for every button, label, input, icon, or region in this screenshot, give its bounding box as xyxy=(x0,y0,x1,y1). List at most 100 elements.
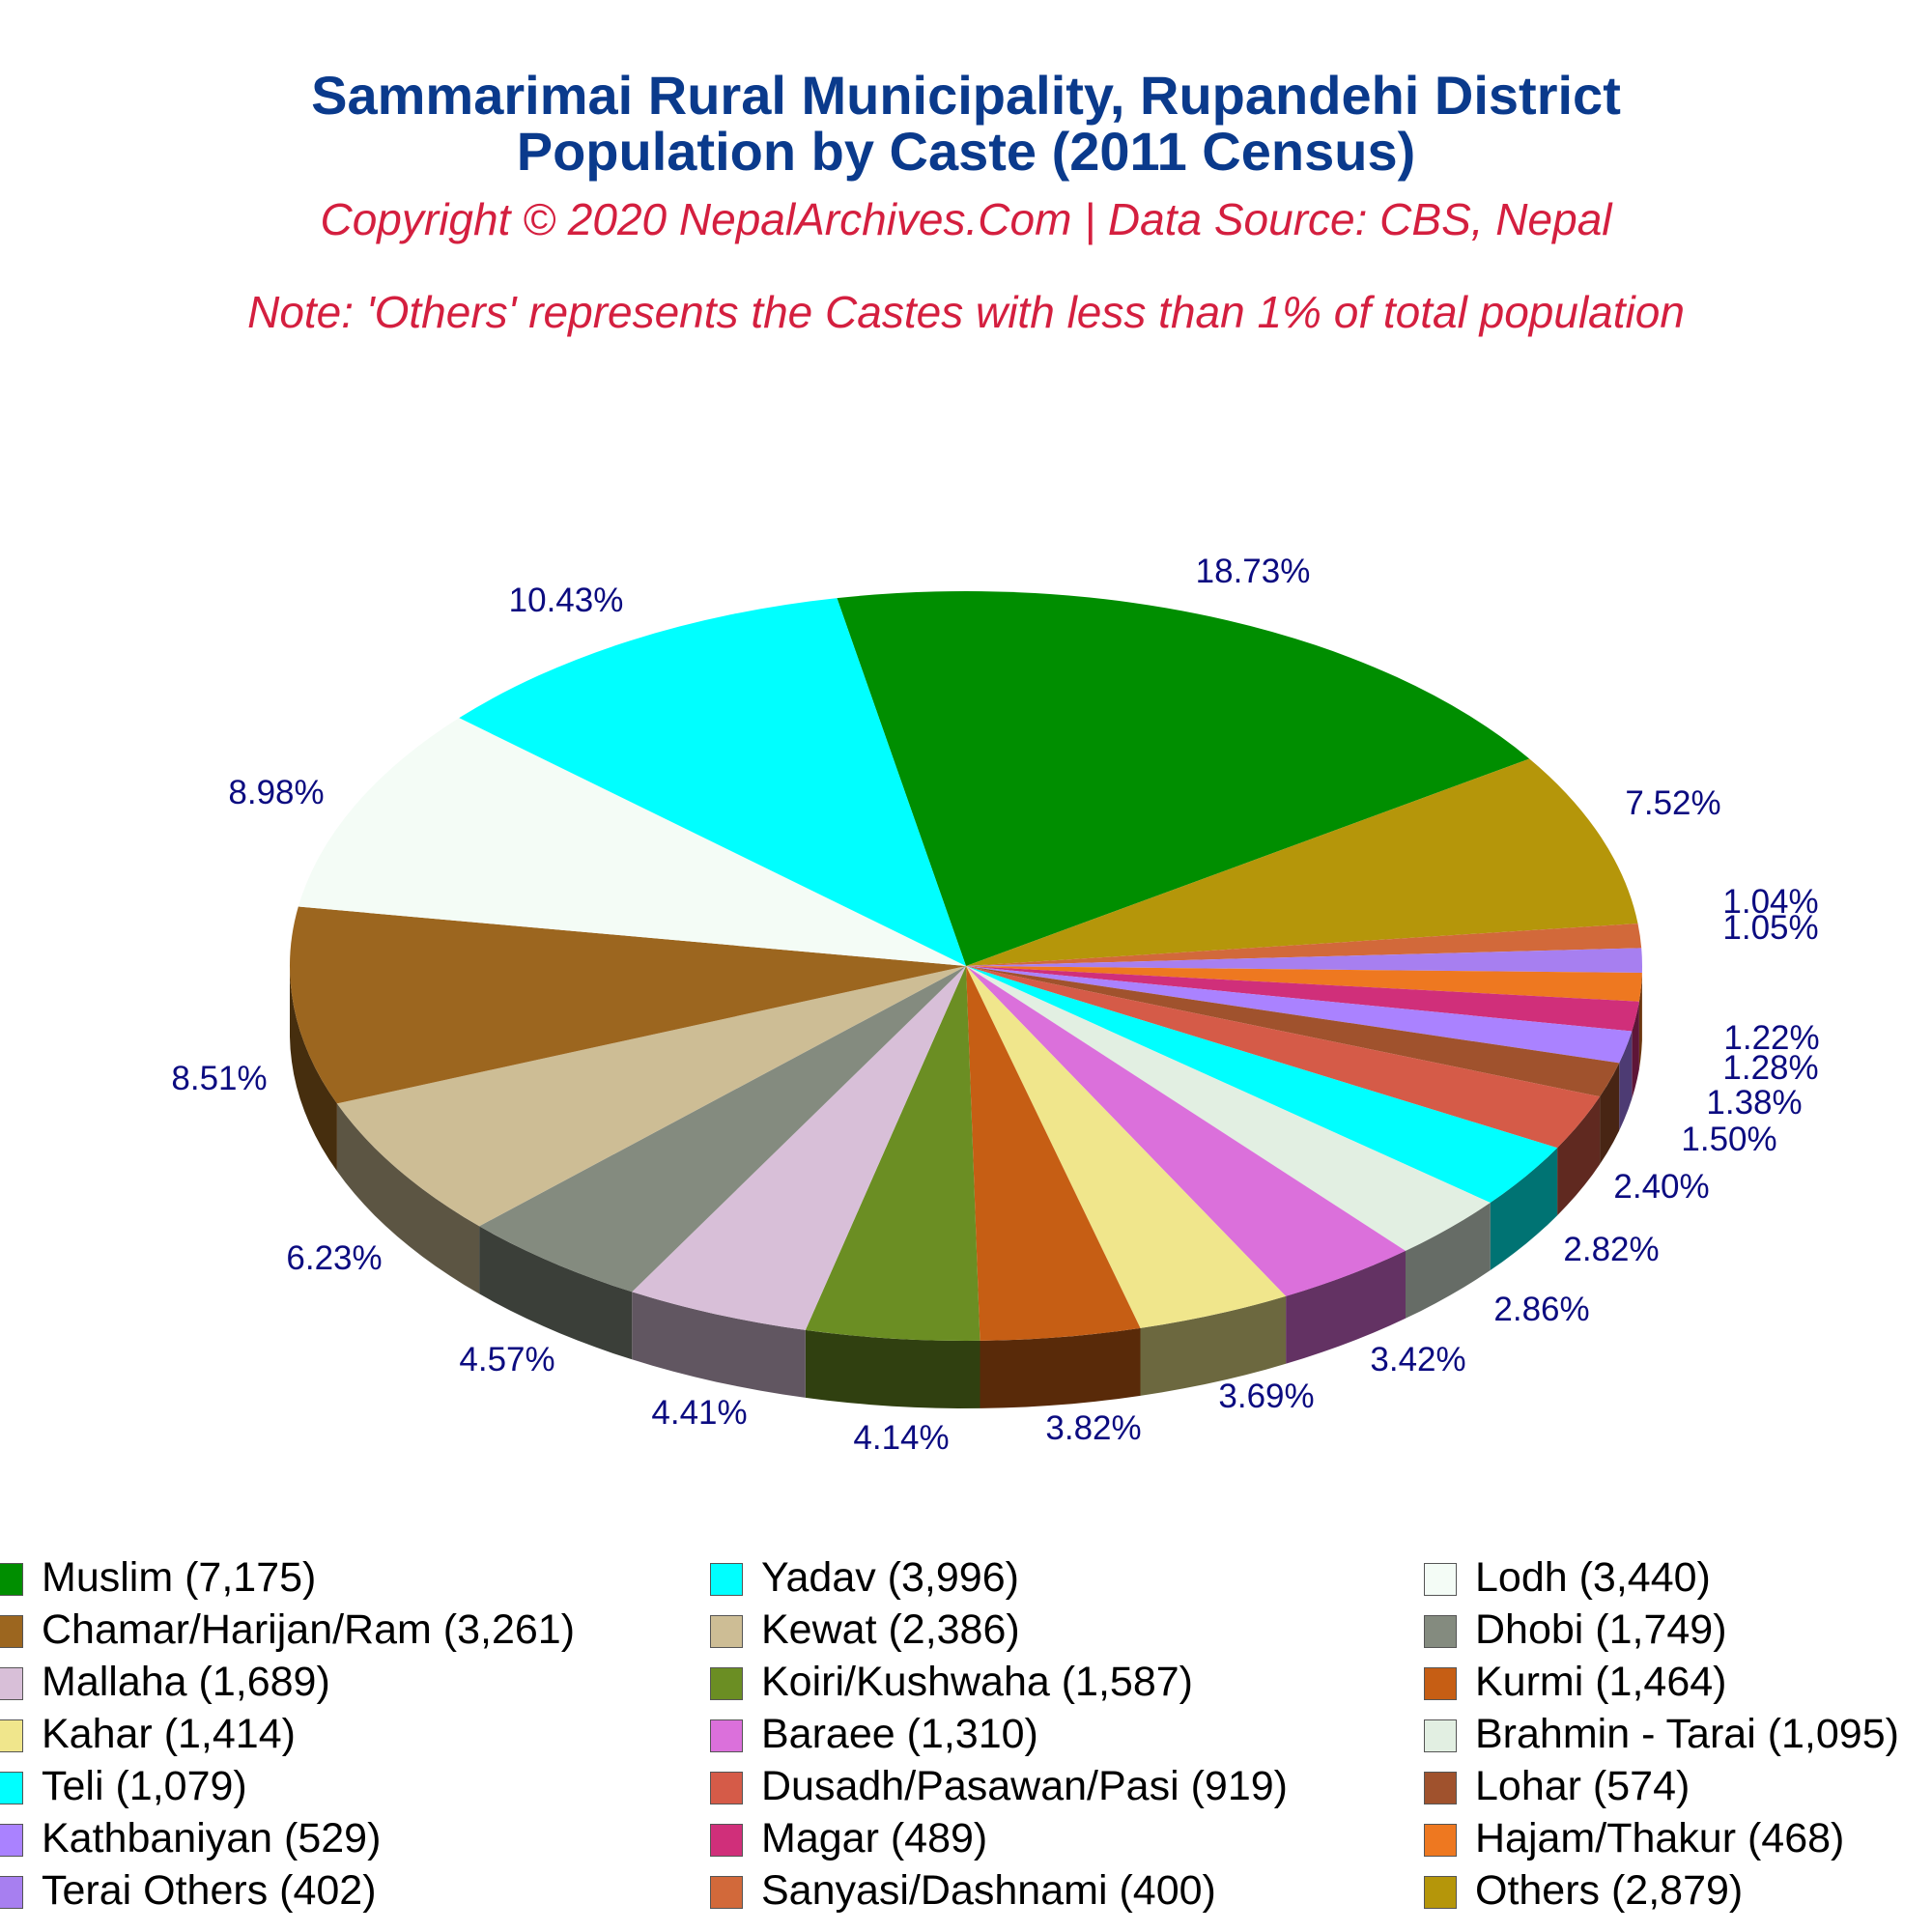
pie-side-18 xyxy=(290,969,337,1172)
legend-swatch xyxy=(0,1667,23,1700)
legend-swatch xyxy=(710,1563,743,1596)
pie-slice-3 xyxy=(966,948,1643,973)
legend-swatch xyxy=(710,1615,743,1648)
pie-slice-12 xyxy=(966,966,1287,1328)
legend-swatch xyxy=(1424,1563,1457,1596)
legend-label: Lohar (574) xyxy=(1475,1763,1690,1809)
pie-slice-20 xyxy=(459,598,966,966)
pie-slice-19 xyxy=(298,718,967,966)
pct-label-17: 6.23% xyxy=(286,1239,382,1277)
pct-label-6: 1.38% xyxy=(1706,1084,1802,1122)
pct-label-7: 1.50% xyxy=(1681,1121,1776,1158)
legend-swatch xyxy=(710,1772,743,1804)
legend-label: Kurmi (1,464) xyxy=(1475,1659,1727,1705)
pct-label-14: 4.14% xyxy=(853,1419,949,1457)
pct-label-5: 1.28% xyxy=(1722,1049,1818,1087)
legend-swatch xyxy=(0,1772,23,1804)
copyright-line: Copyright © 2020 NepalArchives.Com | Dat… xyxy=(320,194,1612,244)
pct-label-8: 2.40% xyxy=(1613,1168,1709,1206)
pct-label-10: 2.86% xyxy=(1493,1291,1589,1328)
legend-swatch xyxy=(1424,1667,1457,1700)
legend-swatch xyxy=(0,1563,23,1596)
legend-swatch xyxy=(0,1876,23,1909)
legend-label: Dhobi (1,749) xyxy=(1475,1606,1727,1653)
pie-chart: 18.73% 7.52% 1.04%1.05% 1.22%1.28%1.38%1.50… xyxy=(171,553,1819,1457)
pie-side-15 xyxy=(632,1292,806,1398)
legend-swatch xyxy=(1424,1876,1457,1909)
pie-side-7 xyxy=(1600,1063,1620,1165)
chart-title-line1: Sammarimai Rural Municipality, Rupandehi… xyxy=(311,65,1621,126)
note-line: Note: 'Others' represents the Castes wit… xyxy=(247,287,1685,337)
legend-label: Others (2,879) xyxy=(1475,1867,1744,1914)
legend-label: Baraee (1,310) xyxy=(761,1711,1038,1757)
pie-slice-14 xyxy=(805,966,980,1342)
legend-swatch xyxy=(1424,1824,1457,1857)
legend-swatch xyxy=(710,1876,743,1909)
legend-swatch xyxy=(1424,1719,1457,1752)
pie-side-17 xyxy=(336,1103,480,1294)
legend-label: Hajam/Thakur (468) xyxy=(1475,1815,1845,1861)
pie-slice-4 xyxy=(966,966,1642,1002)
pie-side-12 xyxy=(1140,1295,1287,1396)
pie-side-5 xyxy=(1632,1001,1639,1099)
legend-swatch xyxy=(1424,1772,1457,1804)
legend-swatch xyxy=(0,1615,23,1648)
pct-label-15: 4.41% xyxy=(651,1394,747,1432)
legend-swatch xyxy=(0,1824,23,1857)
legend-swatch xyxy=(710,1667,743,1700)
pie-side-9 xyxy=(1490,1148,1558,1270)
legend-swatch xyxy=(1424,1615,1457,1648)
pie-side-10 xyxy=(1406,1203,1491,1319)
pie-slice-2 xyxy=(966,923,1642,966)
pct-label-3: 1.05% xyxy=(1722,909,1818,947)
legend-label: Lodh (3,440) xyxy=(1475,1554,1711,1601)
pct-label-18: 8.51% xyxy=(171,1060,267,1097)
legend-label: Teli (1,079) xyxy=(42,1763,247,1809)
pie-slice-1 xyxy=(966,758,1638,966)
pie-slice-5 xyxy=(966,966,1639,1032)
legend-label: Muslim (7,175) xyxy=(42,1554,317,1601)
pct-label-1: 7.52% xyxy=(1625,784,1720,822)
pie-slice-16 xyxy=(479,966,966,1293)
pie-slice-11 xyxy=(966,966,1406,1296)
legend-label: Koiri/Kushwaha (1,587) xyxy=(761,1659,1193,1705)
legend-label: Terai Others (402) xyxy=(42,1867,377,1914)
pie-side-8 xyxy=(1557,1096,1601,1216)
legend-label: Yadav (3,996) xyxy=(761,1554,1019,1601)
pie-slice-10 xyxy=(966,966,1491,1251)
pct-label-11: 3.42% xyxy=(1370,1341,1465,1378)
chart-title-line2: Population by Caste (2011 Census) xyxy=(516,121,1416,182)
pie-slice-0 xyxy=(837,591,1530,966)
legend-label: Magar (489) xyxy=(761,1815,988,1861)
pie-side-4 xyxy=(1638,973,1642,1069)
pie-side-16 xyxy=(479,1226,633,1360)
pie-slice-18 xyxy=(290,906,967,1104)
pct-label-2: 1.04% xyxy=(1722,883,1818,921)
chart-legend: Muslim (7,175) Yadav (3,996) Lodh (3,440) C… xyxy=(0,1546,1932,1932)
legend-swatch xyxy=(710,1719,743,1752)
legend-label: Sanyasi/Dashnami (400) xyxy=(761,1867,1216,1914)
pct-label-13: 3.82% xyxy=(1045,1409,1141,1447)
pct-label-9: 2.82% xyxy=(1563,1231,1659,1268)
pie-side-14 xyxy=(805,1329,980,1408)
pct-label-4: 1.22% xyxy=(1723,1019,1819,1057)
legend-label: Kewat (2,386) xyxy=(761,1606,1020,1653)
pct-label-16: 4.57% xyxy=(459,1341,554,1378)
legend-label: Kathbaniyan (529) xyxy=(42,1815,382,1861)
pie-slice-8 xyxy=(966,966,1601,1149)
legend-swatch xyxy=(710,1824,743,1857)
pct-label-12: 3.69% xyxy=(1218,1378,1314,1415)
pie-slice-15 xyxy=(632,966,966,1330)
legend-label: Dusadh/Pasawan/Pasi (919) xyxy=(761,1763,1288,1809)
legend-label: Kahar (1,414) xyxy=(42,1711,296,1757)
pie-side-13 xyxy=(980,1327,1141,1408)
legend-label: Brahmin - Tarai (1,095) xyxy=(1475,1711,1899,1757)
legend-swatch xyxy=(0,1719,23,1752)
pie-side-11 xyxy=(1286,1250,1406,1364)
pie-slice-13 xyxy=(966,966,1141,1341)
pie-slice-6 xyxy=(966,966,1633,1064)
legend-label: Chamar/Harijan/Ram (3,261) xyxy=(42,1606,576,1653)
legend-label: Mallaha (1,689) xyxy=(42,1659,330,1705)
pie-slice-9 xyxy=(966,966,1558,1204)
